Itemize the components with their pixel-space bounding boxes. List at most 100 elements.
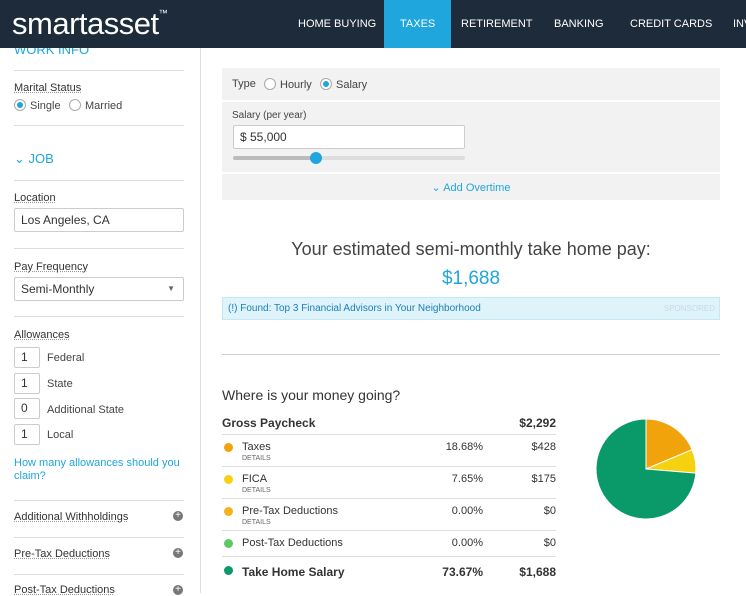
field-label: Pay Frequency	[14, 261, 88, 273]
breakdown-row: Take Home Salary 73.67% $1,688	[222, 557, 556, 582]
expand-icon[interactable]: +	[173, 585, 183, 595]
nav-item[interactable]: TAXES	[384, 0, 452, 48]
row-label: Post-Tax Deductions	[242, 537, 343, 549]
row-amount: $175	[531, 473, 556, 485]
details-link: DETAILS	[242, 519, 271, 526]
color-dot	[224, 443, 233, 452]
divider	[14, 125, 184, 126]
breakdown-title: Where is your money going?	[222, 387, 401, 403]
ad-text: (!) Found: Top 3 Financial Advisors in Y…	[228, 303, 481, 314]
row-amount: $1,688	[519, 565, 556, 579]
slider-track	[233, 156, 465, 160]
logo[interactable]: smartasset™	[12, 6, 168, 42]
section-toggle[interactable]: ⌄ JOB	[14, 151, 54, 166]
breakdown-row: FICA DETAILS 7.65% $175	[222, 467, 556, 499]
radio-option[interactable]: Single	[14, 99, 61, 112]
nav-item[interactable]: CREDIT CARDS	[630, 18, 713, 30]
row-label: Pre-Tax Deductions	[242, 505, 338, 517]
field-label: Location	[14, 192, 56, 204]
field-label: Salary (per year)	[232, 110, 307, 121]
text-input[interactable]: Los Angeles, CA	[14, 208, 184, 232]
radio-label: Hourly	[280, 79, 312, 91]
radio-label: Salary	[336, 79, 368, 91]
details-link: DETAILS	[242, 487, 271, 494]
divider	[14, 180, 184, 181]
sponsored-ad[interactable]: (!) Found: Top 3 Financial Advisors in Y…	[222, 297, 720, 320]
divider	[222, 354, 720, 355]
row-percent: 73.67%	[442, 565, 483, 579]
breakdown-row: Pre-Tax Deductions DETAILS 0.00% $0	[222, 499, 556, 531]
select-value: Semi-Monthly	[21, 282, 95, 296]
radio-label: Married	[85, 100, 123, 112]
row-percent: 18.68%	[445, 441, 483, 453]
logo-mark: ™	[158, 8, 168, 18]
nav-item[interactable]: BANKING	[554, 18, 604, 30]
divider	[14, 574, 184, 575]
breakdown-row: Taxes DETAILS 18.68% $428	[222, 435, 556, 467]
gross-row: Gross Paycheck $2,292	[222, 413, 556, 435]
sidebar: WORK INFO Marital Status Single Married …	[0, 0, 201, 596]
row-amount: $428	[531, 441, 556, 453]
row-amount: $0	[543, 537, 556, 549]
result-amount: $1,688	[441, 268, 501, 289]
row-label: Take Home Salary	[242, 565, 345, 579]
divider	[14, 70, 184, 71]
number-input[interactable]: 1	[14, 424, 40, 445]
row-label: FICA	[242, 473, 268, 485]
collapsed-section[interactable]: Post-Tax Deductions	[14, 584, 115, 596]
color-dot	[224, 539, 233, 548]
field-label: Marital Status	[14, 82, 82, 94]
input-label: Local	[47, 429, 74, 441]
row-label: Gross Paycheck	[222, 416, 316, 430]
income-panel: Type Hourly Salary Salary (per year) $ 5…	[222, 68, 720, 200]
number-input[interactable]: 1	[14, 347, 40, 368]
row-percent: 0.00%	[451, 505, 483, 517]
overtime-link[interactable]: ⌄ Add Overtime	[431, 182, 511, 194]
breakdown-row: Post-Tax Deductions 0.00% $0	[222, 531, 556, 557]
pie-chart	[595, 418, 697, 520]
slider-fill	[233, 156, 316, 160]
divider	[222, 100, 720, 102]
ad-tag: SPONSORED	[663, 304, 715, 313]
result-heading: Your estimated semi-monthly take home pa…	[291, 239, 651, 259]
radio	[264, 78, 276, 90]
input-label: State	[47, 378, 73, 390]
slider-knob[interactable]	[310, 152, 322, 164]
nav-item[interactable]: INV	[733, 18, 746, 30]
field-label: Type	[232, 78, 256, 90]
pie-slice	[595, 418, 697, 520]
nav-item[interactable]: HOME BUYING	[298, 18, 377, 30]
nav-item[interactable]: RETIREMENT	[461, 18, 533, 30]
radio-label: Single	[30, 100, 61, 112]
divider	[14, 248, 184, 249]
radio	[69, 99, 81, 111]
divider	[14, 500, 184, 501]
field-label: Allowances	[14, 329, 70, 341]
section-heading: JOB	[28, 151, 54, 166]
divider	[222, 172, 720, 174]
divider	[14, 537, 184, 538]
text-input[interactable]: $ 55,000	[233, 125, 465, 149]
logo-text: smartasset	[12, 6, 159, 41]
input-label: Federal	[47, 352, 85, 364]
help-link[interactable]: How many allowances should you claim?	[14, 457, 180, 482]
radio-option[interactable]: Salary	[320, 78, 367, 91]
select[interactable]: Semi-Monthly ▼	[14, 277, 184, 301]
expand-icon[interactable]: +	[173, 511, 183, 521]
collapsed-section[interactable]: Pre-Tax Deductions	[14, 548, 110, 560]
row-label: Taxes	[242, 441, 271, 453]
details-link: DETAILS	[242, 455, 271, 462]
row-percent: 7.65%	[451, 473, 483, 485]
collapsed-section[interactable]: Additional Withholdings	[14, 511, 129, 523]
row-percent: 0.00%	[451, 537, 483, 549]
number-input[interactable]: 1	[14, 373, 40, 394]
row-amount: $0	[543, 505, 556, 517]
radio-option[interactable]: Hourly	[264, 78, 312, 91]
input-label: Additional State	[47, 404, 125, 416]
color-dot	[224, 566, 233, 575]
radio	[14, 99, 26, 111]
radio-option[interactable]: Married	[69, 99, 122, 112]
number-input[interactable]: 0	[14, 398, 40, 419]
expand-icon[interactable]: +	[173, 548, 183, 558]
divider	[14, 316, 184, 317]
